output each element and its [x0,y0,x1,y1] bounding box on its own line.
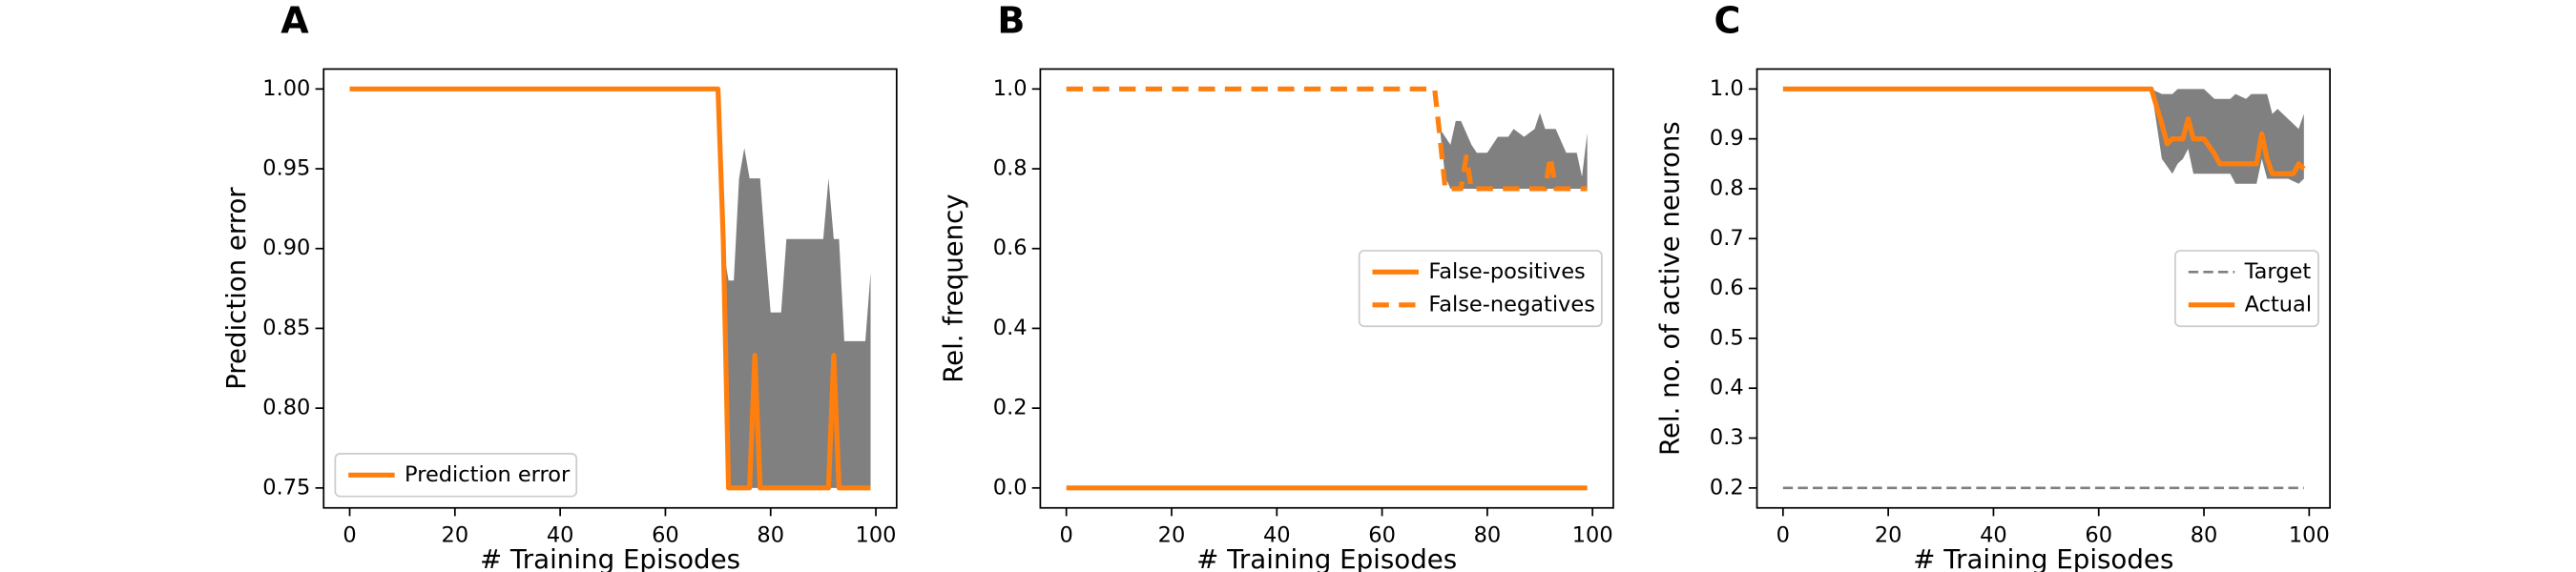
legend-box [334,452,578,498]
legend-label: Actual [2245,292,2312,317]
y-axis-label: Rel. frequency [937,194,968,382]
y-tick-label: 0.3 [1710,425,1744,450]
legend-box [1358,250,1603,328]
x-tick-label: 20 [442,523,469,548]
panel-label: C [1714,0,1741,42]
legend-label: False-negatives [1428,292,1595,317]
y-tick-label: 0.8 [1710,175,1744,200]
legend: False-positives False-negatives [1358,250,1603,328]
legend-label: Prediction error [405,462,571,487]
legend: Target Actual [2174,250,2319,328]
x-tick-label: 60 [2085,523,2112,548]
band [717,89,871,488]
y-tick-label: 0.75 [262,475,310,500]
x-tick-label: 20 [1875,523,1902,548]
panel-label: B [997,0,1025,42]
y-axis-label: Prediction error [220,187,252,390]
x-tick-label: 100 [856,523,897,548]
x-tick-label: 0 [343,523,356,548]
x-tick-label: 40 [1980,523,2007,548]
x-tick-label: 60 [652,523,679,548]
y-tick-label: 1.00 [262,76,310,101]
y-axis-label: Rel. no. of active neurons [1654,121,1686,456]
y-tick-label: 0.2 [993,396,1028,420]
series-line [1066,86,1588,192]
x-axis-label: # Training Episodes [1196,543,1457,572]
x-tick-label: 100 [2289,523,2330,548]
y-tick-label: 0.5 [1710,325,1744,350]
panel: A 0 20 40 60 80 100 0.75 0.80 0.85 0.90 0.95 1.00 # T… [220,0,898,572]
panel: C 0 20 40 60 80 100 0.2 0.3 0.4 0.5 0.6 0.7 0.8 0.9 1.0… [1654,0,2331,572]
band [2150,89,2304,184]
y-tick-label: 0.85 [262,316,310,340]
x-tick-label: 60 [1368,523,1396,548]
legend-label: Target [2244,259,2312,284]
x-tick-label: 40 [1263,523,1291,548]
y-tick-label: 0.9 [1710,126,1744,151]
y-tick-label: 0.0 [993,475,1028,500]
panel-label: A [280,0,309,42]
y-tick-label: 0.2 [1710,475,1744,500]
y-tick-label: 1.0 [993,76,1028,101]
panel: B 0 20 40 60 80 100 0.0 0.2 0.4 0.6 0.8 1.0 # Trainin… [937,0,1614,572]
x-tick-label: 80 [1474,523,1502,548]
x-tick-label: 100 [1572,523,1613,548]
legend: Prediction error [334,452,578,498]
y-tick-label: 0.8 [993,156,1028,181]
y-tick-label: 1.0 [1710,76,1744,101]
series-line [1782,86,2306,176]
plot-frame [322,68,898,509]
y-tick-label: 0.6 [1710,276,1744,300]
y-tick-label: 0.95 [262,156,310,181]
x-axis-label: # Training Episodes [480,543,740,572]
y-tick-label: 0.4 [1710,376,1744,400]
legend-label: False-positives [1428,259,1585,284]
y-tick-label: 0.6 [993,235,1028,260]
x-tick-label: 80 [2191,523,2218,548]
band [1434,89,1588,189]
y-tick-label: 0.80 [262,396,310,420]
y-tick-label: 0.7 [1710,226,1744,251]
x-tick-label: 40 [547,523,574,548]
x-tick-label: 80 [757,523,784,548]
x-tick-label: 0 [1776,523,1790,548]
x-tick-label: 0 [1060,523,1073,548]
x-tick-label: 20 [1158,523,1186,548]
y-tick-label: 0.90 [262,235,310,260]
x-axis-label: # Training Episodes [1913,543,2173,572]
plot-frame [1039,68,1614,509]
series-line [349,86,871,491]
y-tick-label: 0.4 [993,316,1028,340]
